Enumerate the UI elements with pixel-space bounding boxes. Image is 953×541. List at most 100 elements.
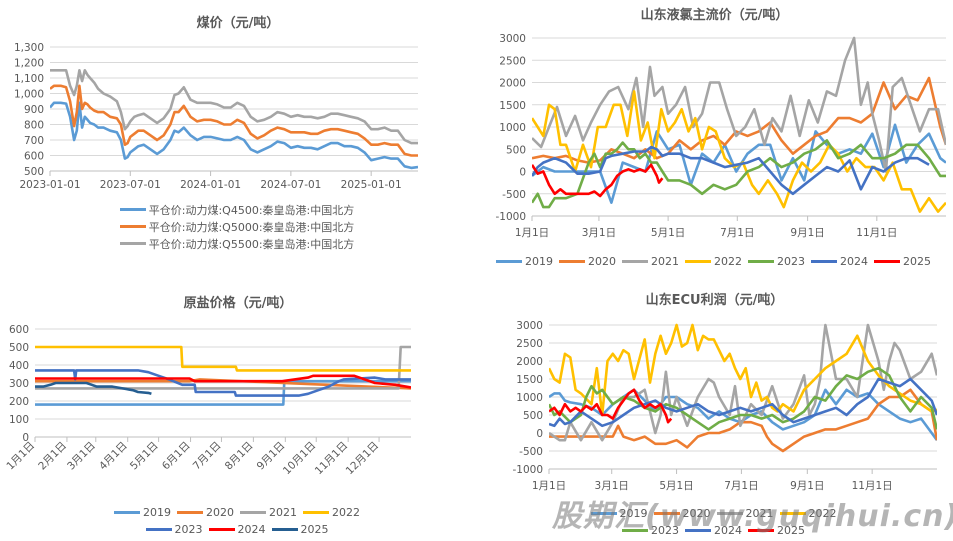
legend-item: 2021 [622, 255, 679, 268]
legend-label: 2022 [808, 507, 837, 520]
y-tick-label: 600 [9, 324, 29, 336]
series-line-q5000 [50, 84, 418, 157]
x-tick-label: 3月1日 [582, 227, 616, 239]
legend-label: 2023 [174, 523, 203, 536]
legend-item: 平仓价:动力煤:Q5000:秦皇岛港:中国北方 [119, 219, 355, 235]
legend-label: 平仓价:动力煤:Q4500:秦皇岛港:中国北方 [148, 203, 355, 217]
y-tick-label: 0 [519, 167, 526, 179]
chart-legend: 2019 2020 2021 2022 2023 2024 2025 [476, 505, 953, 539]
legend-label: 2019 [619, 507, 648, 520]
legend-label: 2024 [237, 523, 266, 536]
legend-label: 2023 [777, 255, 805, 268]
legend-item: 2024 [208, 523, 266, 536]
series-line-2024 [532, 145, 930, 196]
legend-item: 2025 [874, 255, 931, 268]
series-line-2022 [549, 323, 937, 417]
x-tick-label: 8月1日 [223, 440, 256, 473]
x-tick-label: 7月1日 [191, 440, 224, 473]
series-line-2024 [549, 377, 937, 428]
x-tick-label: 12月1日 [344, 440, 382, 478]
y-tick-label: 1,000 [14, 89, 44, 101]
x-tick-label: 5月1日 [659, 480, 693, 492]
legend-item: 2019 [590, 507, 648, 520]
legend-item: 平仓价:动力煤:Q4500:秦皇岛港:中国北方 [119, 202, 355, 218]
x-tick-label: 6月1日 [160, 440, 193, 473]
legend-item: 2023 [622, 524, 679, 537]
chart-title: 山东ECU利润（元/吨） [645, 293, 784, 308]
legend-swatch [653, 512, 680, 515]
x-tick-label: 1月1日 [4, 440, 37, 473]
chart-legend: 平仓价:动力煤:Q4500:秦皇岛港:中国北方 平仓价:动力煤:Q5000:秦皇… [0, 201, 476, 252]
y-tick-label: 600 [24, 151, 44, 163]
y-tick-label: 500 [9, 342, 29, 354]
x-tick-label: 5月1日 [128, 440, 161, 473]
legend-label: 2024 [714, 524, 742, 537]
legend-swatch [119, 208, 146, 211]
legend-item: 2021 [240, 506, 297, 519]
legend-swatch [779, 512, 806, 515]
legend-label: 平仓价:动力煤:Q5000:秦皇岛港:中国北方 [148, 220, 355, 234]
series-line-2021 [532, 36, 946, 173]
x-tick-label: 11月1日 [313, 440, 351, 478]
legend-item: 2020 [177, 506, 234, 519]
legend-swatch [119, 225, 146, 228]
x-tick-label: 1月1日 [515, 227, 549, 239]
legend-item: 2023 [145, 523, 203, 536]
x-tick-label: 2月1日 [36, 440, 69, 473]
legend-item: 2025 [271, 523, 329, 536]
ecu-profit-chart: -1000 -500 0 500 1000 1500 2000 2500 3000 1月1日 3月1… [512, 320, 937, 492]
legend-item: 2023 [748, 255, 805, 268]
legend-item: 2020 [559, 255, 616, 268]
y-tick-label: 1,300 [14, 42, 44, 54]
legend-label: 2020 [682, 507, 711, 520]
y-tick-label: 900 [24, 104, 44, 116]
legend-item: 平仓价:动力煤:Q5500:秦皇岛港:中国北方 [119, 236, 355, 252]
legend-item: 2022 [685, 255, 742, 268]
legend-label: 2022 [714, 255, 742, 268]
legend-swatch [240, 511, 266, 514]
x-tick-label: 11月1日 [856, 227, 897, 239]
x-tick-label: 3月1日 [595, 480, 629, 492]
legend-label: 2024 [840, 255, 868, 268]
y-tick-label: 0 [22, 432, 29, 444]
series-line-2019 [35, 379, 411, 406]
legend-label: 2025 [300, 523, 329, 536]
legend-item: 2022 [779, 507, 837, 520]
legend-label: 2023 [651, 524, 679, 537]
y-tick-label: 300 [9, 378, 29, 390]
y-tick-label: 1500 [516, 374, 543, 386]
legend-swatch [303, 511, 329, 514]
legend-swatch [496, 260, 522, 263]
y-tick-label: 1500 [499, 100, 526, 112]
x-tick-label: 4月1日 [97, 440, 130, 473]
y-tick-label: 800 [24, 120, 44, 132]
y-tick-label: -500 [519, 446, 543, 458]
coal-price-chart: 500 600 700 800 900 1,000 1,100 1,200 1,300 2023-… [14, 42, 418, 191]
x-tick-label: 2024-01-01 [180, 179, 241, 191]
legend-label: 2025 [777, 524, 805, 537]
chart-legend: 2019 2020 2021 2022 2023 2024 2025 [0, 504, 476, 538]
series-line-2019 [549, 388, 937, 441]
legend-swatch [811, 260, 837, 263]
legend-label: 2022 [332, 506, 360, 519]
legend-label: 平仓价:动力煤:Q5500:秦皇岛港:中国北方 [148, 237, 355, 251]
series-line-2023 [549, 366, 937, 431]
legend-label: 2025 [903, 255, 931, 268]
y-tick-label: 1000 [499, 122, 526, 134]
y-tick-label: 400 [9, 360, 29, 372]
legend-swatch [590, 512, 617, 515]
chlorine-price-chart-panel: 山东液氯主流价（元/吨） -1000 -500 0 500 1000 1500 2000 25… [476, 0, 953, 275]
coal-price-chart-panel: 煤价（元/吨） 500 600 700 800 900 1,000 1,100 1,200 1,… [0, 0, 476, 260]
chart-title: 煤价（元/吨） [196, 16, 280, 31]
legend-swatch [622, 260, 648, 263]
legend-label: 2020 [206, 506, 234, 519]
series-line-2024 [35, 374, 411, 389]
x-tick-label: 2025-01-01 [341, 179, 402, 191]
x-tick-label: 2023-07-01 [100, 179, 161, 191]
y-tick-label: 500 [523, 410, 543, 422]
x-tick-label: 2023-01-01 [19, 179, 80, 191]
legend-item: 2021 [716, 507, 774, 520]
y-tick-label: 700 [24, 135, 44, 147]
series-line-2020 [549, 388, 937, 453]
x-tick-label: 10月1日 [281, 440, 319, 478]
